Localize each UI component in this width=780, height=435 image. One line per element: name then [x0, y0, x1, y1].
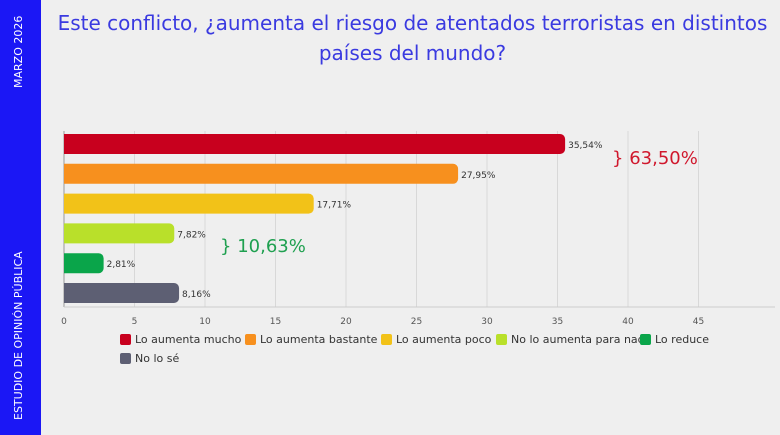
x-tick-label: 10 [199, 317, 211, 327]
bar-4 [64, 253, 104, 274]
data-label: 8,16% [182, 290, 211, 300]
legend-swatch [120, 334, 131, 345]
x-tick-label: 5 [132, 317, 138, 327]
legend-swatch [496, 334, 507, 345]
legend-label: No lo aumenta para nada [511, 333, 652, 346]
legend-label: Lo aumenta poco [396, 333, 492, 346]
data-label: 2,81% [107, 260, 136, 270]
legend-item: Lo aumenta mucho [120, 333, 241, 346]
legend-item: Lo aumenta bastante [245, 333, 377, 346]
x-tick-label: 0 [61, 317, 67, 327]
data-label: 27,95% [461, 171, 496, 181]
annotation-low-text: 10,63% [237, 236, 306, 257]
x-tick-label: 30 [481, 317, 493, 327]
x-tick-label: 15 [270, 317, 281, 327]
legend-label: Lo aumenta mucho [135, 333, 242, 346]
legend-label: Lo reduce [655, 333, 709, 346]
x-tick-label: 20 [340, 317, 352, 327]
annotation-high-text: 63,50% [629, 148, 698, 169]
data-label: 17,71% [317, 201, 352, 211]
bar-0 [64, 134, 566, 154]
legend-swatch [381, 334, 392, 345]
annotation-low: } 10,63% [220, 236, 306, 257]
legend-swatch [640, 334, 651, 345]
legend-swatch [120, 353, 131, 364]
legend-item: No lo aumenta para nada [496, 333, 651, 346]
legend-label: No lo sé [135, 352, 180, 365]
x-tick-label: 25 [411, 317, 422, 327]
data-label: 7,82% [177, 230, 206, 240]
bar-5 [64, 283, 180, 303]
bar-3 [63, 223, 175, 244]
sidebar: MARZO 2026 ESTUDIO DE OPINIÓN PÚBLICA [0, 0, 41, 435]
legend-swatch [245, 334, 256, 345]
bar-2 [64, 193, 314, 214]
annotation-high: } 63,50% [612, 148, 698, 169]
legend-item: No lo sé [120, 352, 179, 365]
x-tick-label: 35 [552, 317, 563, 327]
data-label: 35,54% [568, 141, 603, 151]
bar-1 [64, 163, 459, 184]
x-tick-label: 45 [693, 317, 704, 327]
x-tick-label: 40 [622, 317, 634, 327]
chart-title: Este conflicto, ¿aumenta el riesgo de at… [57, 11, 768, 65]
legend-item: Lo aumenta poco [381, 333, 491, 346]
legend-item: Lo reduce [640, 333, 709, 346]
legend-label: Lo aumenta bastante [260, 333, 378, 346]
